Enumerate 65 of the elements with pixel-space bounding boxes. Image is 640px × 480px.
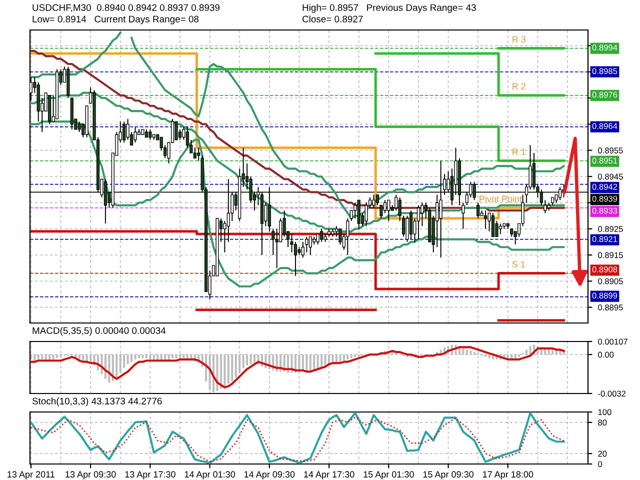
ref-line-label: 0.8951 <box>592 158 618 164</box>
y-tick-label: 100 <box>598 409 612 416</box>
line-series <box>30 346 565 388</box>
x-tick-label: 15 Apr 01:30 <box>364 471 414 480</box>
ref-line-label: 0.8985 <box>592 68 618 74</box>
annotation: R 2 <box>512 83 526 90</box>
x-tick-label: 14 Apr 01:30 <box>184 471 236 480</box>
candlestick <box>193 147 196 159</box>
x-tick-label: 14 Apr 09:30 <box>244 471 295 480</box>
y-tick-label: 0.8945 <box>598 174 623 180</box>
y-tick-label: 0.8895 <box>598 304 623 310</box>
candlestick <box>78 121 81 133</box>
candlestick <box>372 194 376 208</box>
ref-line-label: 0.8964 <box>592 123 618 130</box>
text: Low= 0.8914 Current Days Range= 08 <box>32 16 199 24</box>
y-tick-label: 0.00107 <box>598 338 628 345</box>
y-tick-label: 0.8955 <box>598 148 623 154</box>
ref-line-label: 0.8933 <box>592 208 618 214</box>
ref-line-label: 0.8908 <box>592 266 618 272</box>
ref-line-label: 0.8899 <box>592 292 618 299</box>
x-tick-label: 15 Apr 09:30 <box>423 471 474 480</box>
candlestick <box>346 218 350 256</box>
annotation: R 3 <box>512 36 526 43</box>
bar <box>529 346 532 355</box>
x-tick-label: 17 Apr 18:00 <box>482 471 534 480</box>
y-tick-label: 0.8915 <box>598 252 623 258</box>
x-tick-label: 13 Apr 2011 <box>8 471 55 480</box>
chart-title: MACD(5,35,5) 0.00040 0.00034 <box>32 327 166 336</box>
y-tick-label: 80 <box>598 420 607 426</box>
ref-line-label: 0.8942 <box>592 184 618 190</box>
y-tick-label: 0.00 <box>598 352 614 358</box>
candlestick <box>416 204 420 240</box>
text: Close= 0.8927 <box>302 16 363 22</box>
annotation: R 1 <box>512 148 526 155</box>
text: High= 0.8957 Previous Days Range= 43 <box>302 4 476 13</box>
annotation: Pivot Point <box>480 195 522 202</box>
y-tick-label: 0.8905 <box>598 278 623 284</box>
candlestick <box>320 228 324 242</box>
x-tick-label: 14 Apr 17:30 <box>304 471 354 480</box>
x-tick-label: 13 Apr 17:30 <box>125 471 176 480</box>
y-tick-label: -0.0032 <box>598 390 626 397</box>
candlestick <box>476 202 480 219</box>
chart-title: Stoch(10,3,3) 43.1373 44.2776 <box>32 398 162 406</box>
candlestick <box>380 204 383 219</box>
candlestick <box>484 210 488 230</box>
ref-line-label: 0.8939 <box>592 196 618 202</box>
y-tick-label: 20 <box>598 450 607 457</box>
ref-line-label: 0.8976 <box>592 92 618 98</box>
candlestick <box>491 212 495 238</box>
chart-title: USDCHF,M30 0.8940 0.8942 0.8937 0.8939 <box>32 4 220 12</box>
annotation: S 1 <box>512 261 525 268</box>
candlestick <box>174 121 178 140</box>
candlestick <box>409 210 413 240</box>
y-tick-label: 0.8925 <box>598 226 623 232</box>
ref-line-label: 0.8994 <box>592 44 618 51</box>
candlestick <box>134 126 137 143</box>
candlestick <box>308 236 312 256</box>
candlestick <box>122 121 126 143</box>
ref-line-label: 0.8921 <box>592 236 618 242</box>
y-tick-label: 0 <box>598 461 602 468</box>
x-tick-label: 13 Apr 09:30 <box>66 471 116 480</box>
candlestick <box>383 200 386 214</box>
candlestick <box>197 147 200 162</box>
candlestick <box>338 228 342 246</box>
candlestick <box>498 223 502 235</box>
